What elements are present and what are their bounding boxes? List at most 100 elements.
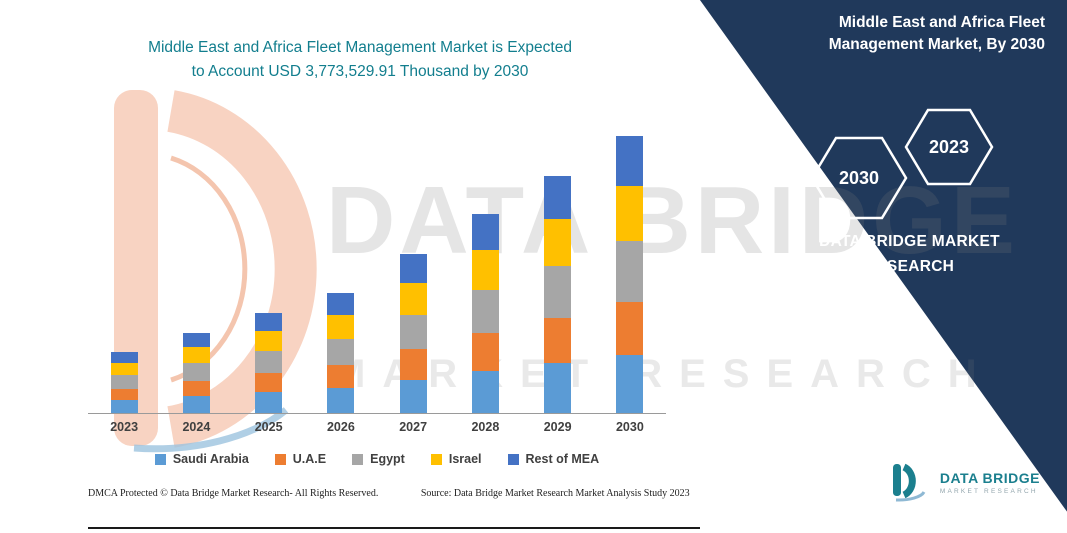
bar-segment xyxy=(110,363,138,376)
bar-segment xyxy=(471,371,499,413)
bar-segment xyxy=(544,175,572,219)
page-title-line2: to Account USD 3,773,529.91 Thousand by … xyxy=(191,63,529,81)
bar-segment xyxy=(110,388,138,401)
hexagon-2030-label: 2030 xyxy=(839,168,879,188)
bar-segment xyxy=(327,338,355,365)
legend-swatch-icon xyxy=(274,453,286,465)
legend-item: Israel xyxy=(430,452,482,466)
x-axis-label: 2024 xyxy=(182,420,211,434)
bar-segment xyxy=(110,400,138,413)
stacked-bar-2025 xyxy=(255,313,283,413)
panel-title: Middle East and Africa Fleet Management … xyxy=(828,14,1045,54)
x-axis-label: 2028 xyxy=(471,420,500,434)
databridge-d-icon xyxy=(892,463,926,502)
bar-column xyxy=(377,254,449,413)
hexagon-2023-icon xyxy=(904,108,994,186)
bar-segment xyxy=(616,241,644,303)
bar-segment xyxy=(182,347,210,364)
bar-column xyxy=(594,136,666,413)
bar-segment xyxy=(471,249,499,290)
hexagon-badges: 2030 2023 xyxy=(810,108,994,220)
databridge-logo-sub: MARKET RESEARCH xyxy=(939,487,1038,495)
bar-segment xyxy=(544,318,572,364)
watermark-databridge: DATA BRIDGE xyxy=(326,167,1019,274)
bar-segment xyxy=(327,387,355,413)
bar-segment xyxy=(616,354,644,413)
bar-segment xyxy=(255,373,283,393)
legend-item: Rest of MEA xyxy=(507,452,600,466)
databridge-logo-text: DATA BRIDGE MARKET RESEARCH xyxy=(940,470,1040,495)
bar-segment xyxy=(399,314,427,350)
bar-segment xyxy=(327,293,355,315)
x-axis-labels: 2023 2024 2025 2026 2027 2028 2029 2030 xyxy=(88,420,666,434)
bar-segment xyxy=(616,185,644,242)
bar-column xyxy=(88,352,160,413)
bar-segment xyxy=(399,349,427,380)
legend-swatch-icon xyxy=(507,453,519,465)
source-note: Source: Data Bridge Market Research Mark… xyxy=(420,488,690,499)
plot-area xyxy=(88,120,666,414)
bar-segment xyxy=(616,136,644,186)
x-axis-label: 2025 xyxy=(254,420,283,434)
bar-segment xyxy=(182,363,210,382)
bar-segment xyxy=(471,214,499,250)
bar-segment xyxy=(399,282,427,315)
legend-label: Israel xyxy=(448,452,482,466)
bar-segment xyxy=(110,375,138,389)
bar-column xyxy=(449,214,521,413)
legend-swatch-icon xyxy=(352,453,364,465)
legend-label: U.A.E xyxy=(292,452,327,466)
stacked-bar-2030 xyxy=(616,136,644,413)
x-axis-label: 2027 xyxy=(399,420,428,434)
bar-segment xyxy=(182,333,210,348)
bar-segment xyxy=(110,352,138,364)
footer: DMCA Protected © Data Bridge Market Rese… xyxy=(88,488,690,499)
bar-column xyxy=(522,175,594,413)
legend-label: Saudi Arabia xyxy=(172,452,249,466)
stacked-bar-2023 xyxy=(110,352,138,413)
bar-segment xyxy=(255,313,283,332)
databridge-logo-name: DATA BRIDGE xyxy=(939,469,1040,486)
bar-segment xyxy=(544,265,572,319)
stacked-bar-2027 xyxy=(399,254,427,413)
dmca-notice: DMCA Protected © Data Bridge Market Rese… xyxy=(88,488,379,499)
x-axis-label: 2030 xyxy=(615,420,644,434)
hexagon-2030-icon xyxy=(810,136,908,220)
bar-segment xyxy=(182,381,210,397)
x-axis-label: 2026 xyxy=(326,420,355,434)
bar-segment xyxy=(255,331,283,352)
bar-segment xyxy=(327,314,355,339)
bar-segment xyxy=(182,396,210,413)
legend-label: Rest of MEA xyxy=(525,452,600,466)
bar-column xyxy=(160,333,232,413)
page-title: Middle East and Africa Fleet Management … xyxy=(70,36,650,84)
stacked-bar-2024 xyxy=(182,333,210,413)
page-title-line1: Middle East and Africa Fleet Management … xyxy=(148,39,572,56)
legend: Saudi Arabia U.A.E Egypt Israel Rest of MEA xyxy=(88,452,666,466)
legend-swatch-icon xyxy=(154,453,166,465)
legend-item: U.A.E xyxy=(274,452,327,466)
x-axis-label: 2023 xyxy=(110,420,139,434)
bar-segment xyxy=(471,333,499,372)
hexagon-2023-label: 2023 xyxy=(929,137,969,157)
bar-segment xyxy=(327,365,355,388)
bar-segment xyxy=(616,302,644,355)
bar-segment xyxy=(544,218,572,266)
bar-column xyxy=(233,313,305,413)
legend-swatch-icon xyxy=(430,453,442,465)
bar-segment xyxy=(544,363,572,413)
bar-segment xyxy=(255,351,283,374)
stacked-bar-2026 xyxy=(327,293,355,413)
legend-label: Egypt xyxy=(370,452,405,466)
databridge-logo: DATA BRIDGE MARKET RESEARCH xyxy=(888,461,1040,503)
bar-segment xyxy=(399,379,427,413)
stacked-bar-2029 xyxy=(544,175,572,413)
stacked-bar-2028 xyxy=(471,214,499,413)
panel-brand-text: DATA BRIDGE MARKET RESEARCH xyxy=(819,233,1000,275)
watermark-market-research: MARKET RESEARCH xyxy=(332,352,994,396)
x-axis-label: 2029 xyxy=(543,420,572,434)
bar-column xyxy=(305,293,377,413)
bar-segment xyxy=(255,392,283,413)
bar-segment xyxy=(471,289,499,334)
